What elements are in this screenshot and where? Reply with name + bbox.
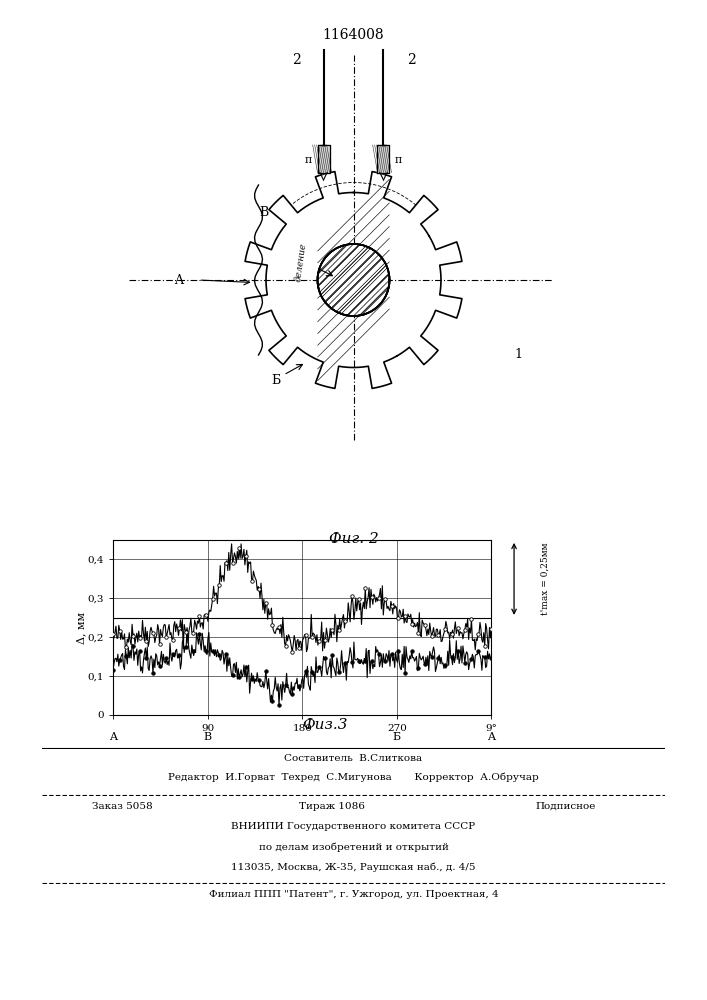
Text: Тираж 1086: Тираж 1086 [299, 802, 366, 811]
Text: ВНИИПИ Государственного комитета СССР: ВНИИПИ Государственного комитета СССР [231, 822, 476, 831]
Text: деление: деление [294, 242, 308, 283]
Polygon shape [317, 244, 390, 316]
Text: Заказ 5058: Заказ 5058 [92, 802, 153, 811]
Circle shape [317, 244, 390, 316]
Text: 2: 2 [291, 53, 300, 67]
Text: Подписное: Подписное [535, 802, 596, 811]
Text: 1164008: 1164008 [322, 28, 385, 42]
Text: Фиг. 2: Фиг. 2 [329, 532, 378, 546]
Text: 113035, Москва, Ж-35, Раушская наб., д. 4/5: 113035, Москва, Ж-35, Раушская наб., д. … [231, 862, 476, 872]
Y-axis label: Δ, мм: Δ, мм [76, 611, 86, 644]
Text: Физ.3: Физ.3 [303, 718, 348, 732]
Text: Филиал ППП "Патент", г. Ужгород, ул. Проектная, 4: Филиал ППП "Патент", г. Ужгород, ул. Про… [209, 890, 498, 899]
Polygon shape [378, 145, 390, 172]
Text: Составитель  В.Слиткова: Составитель В.Слиткова [284, 754, 423, 763]
Text: Редактор  И.Горват  Техред  С.Мигунова       Корректор  А.Обручар: Редактор И.Горват Техред С.Мигунова Корр… [168, 772, 539, 782]
Text: по делам изобретений и открытий: по делам изобретений и открытий [259, 842, 448, 852]
Text: A: A [174, 273, 183, 286]
Polygon shape [317, 145, 329, 172]
Text: A: A [109, 732, 117, 742]
Text: п: п [395, 155, 402, 165]
Text: 2: 2 [407, 53, 416, 67]
Text: A: A [487, 732, 496, 742]
Text: В: В [259, 206, 268, 219]
Text: Б: Б [393, 732, 401, 742]
Text: п: п [305, 155, 312, 165]
Text: t'max = 0,25мм: t'max = 0,25мм [541, 543, 549, 615]
Polygon shape [245, 172, 462, 388]
Text: Б: Б [271, 373, 281, 386]
Text: 1: 1 [515, 349, 522, 361]
Text: B: B [204, 732, 211, 742]
